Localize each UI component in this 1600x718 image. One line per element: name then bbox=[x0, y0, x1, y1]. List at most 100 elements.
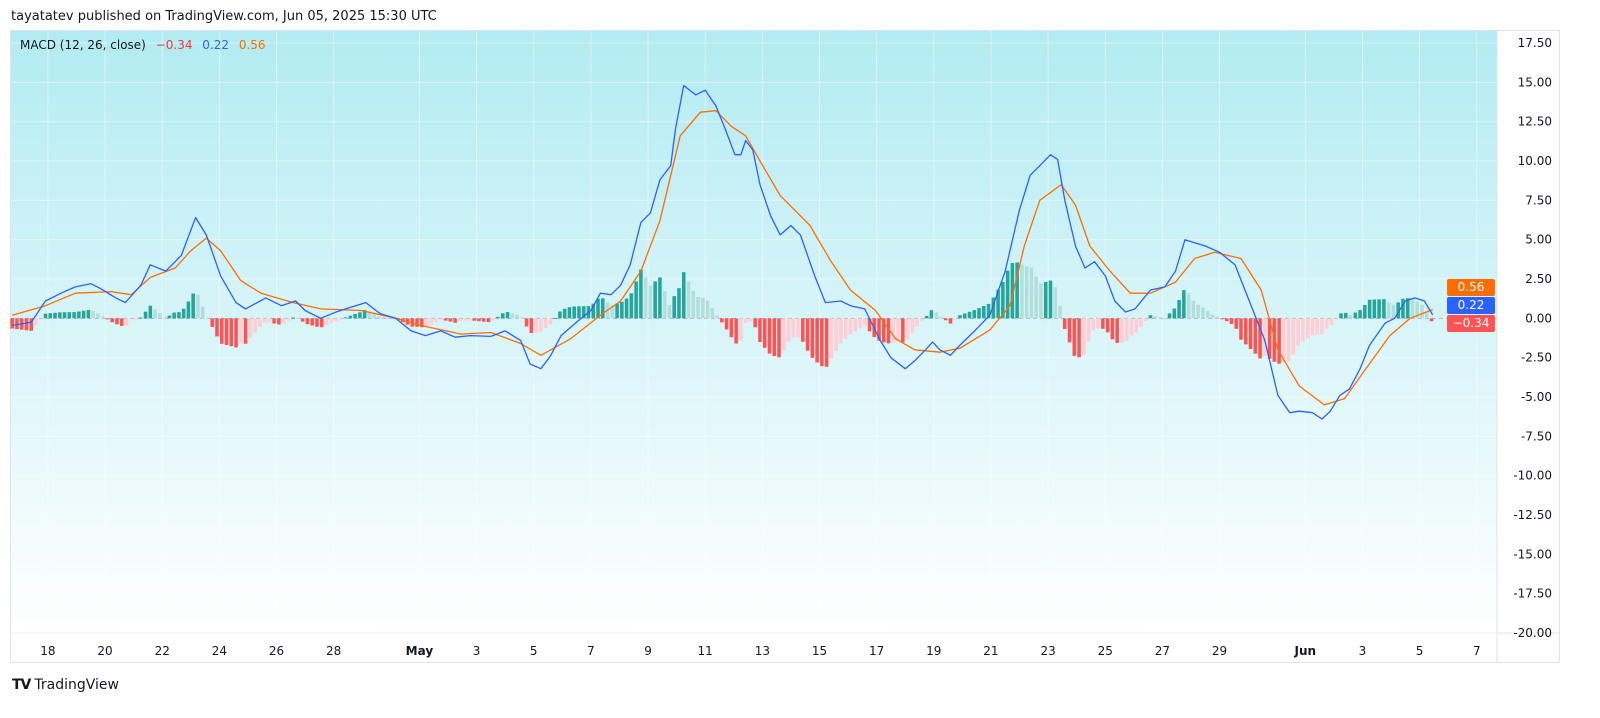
histogram-bar bbox=[1082, 318, 1086, 355]
histogram-bar bbox=[1053, 287, 1058, 319]
histogram-bar bbox=[948, 318, 953, 324]
histogram-bar bbox=[381, 317, 386, 319]
histogram-bar bbox=[1282, 318, 1286, 363]
histogram-bar bbox=[1220, 318, 1224, 320]
histogram-bar bbox=[1263, 318, 1267, 356]
histogram-bar bbox=[1382, 299, 1386, 319]
histogram-bar bbox=[1234, 318, 1239, 329]
x-tick-label: 5 bbox=[530, 644, 538, 658]
histogram-bar bbox=[205, 317, 210, 319]
histogram-bar bbox=[53, 312, 57, 319]
macd-line bbox=[12, 84, 1434, 420]
histogram-bar bbox=[48, 313, 53, 319]
histogram-bar bbox=[310, 318, 315, 326]
histogram-bar bbox=[934, 312, 938, 319]
histogram-bar bbox=[743, 318, 748, 324]
histogram-bar bbox=[781, 318, 786, 351]
histogram-bar bbox=[810, 318, 815, 358]
histogram-bar bbox=[834, 318, 838, 351]
histogram-bar bbox=[662, 291, 667, 319]
x-tick-label: 5 bbox=[1416, 644, 1424, 658]
x-tick-label: 9 bbox=[644, 644, 652, 658]
histogram-bar bbox=[1424, 311, 1429, 319]
histogram-bar bbox=[358, 312, 362, 319]
histogram-bar bbox=[853, 318, 857, 332]
histogram-bar bbox=[1248, 318, 1253, 350]
histogram-bar bbox=[758, 318, 762, 342]
signal-price-badge: 0.56 bbox=[1447, 279, 1495, 296]
histogram-bar bbox=[253, 318, 257, 333]
histogram-bar bbox=[67, 312, 72, 319]
indicator-legend[interactable]: MACD (12, 26, close) −0.34 0.22 0.56 bbox=[20, 38, 272, 52]
histogram-bar bbox=[277, 318, 281, 325]
histogram-bar bbox=[839, 318, 843, 344]
tradingview-logo[interactable]: TV TradingView bbox=[12, 677, 119, 693]
histogram-bar bbox=[553, 317, 557, 319]
histogram-bar bbox=[677, 288, 681, 319]
x-tick-label: 23 bbox=[1040, 644, 1055, 658]
histogram-bar bbox=[1277, 318, 1281, 364]
histogram-bar bbox=[515, 314, 519, 319]
histogram-bar bbox=[1420, 304, 1424, 319]
x-tick-label: 15 bbox=[812, 644, 827, 658]
histogram-bar bbox=[172, 312, 176, 319]
histogram-bar bbox=[672, 296, 677, 319]
x-tick-label: 18 bbox=[40, 644, 55, 658]
histogram-bar bbox=[939, 316, 943, 319]
histogram-bar bbox=[805, 318, 810, 351]
x-tick-label: 24 bbox=[212, 644, 227, 658]
histogram-bar bbox=[448, 318, 453, 322]
histogram-bar bbox=[1343, 312, 1348, 319]
histogram-bar bbox=[1163, 318, 1167, 320]
histogram-bar bbox=[1372, 299, 1377, 319]
histogram-bar bbox=[643, 277, 648, 319]
histogram-bar bbox=[134, 318, 138, 320]
histogram-bar bbox=[1158, 317, 1162, 319]
histogram-bar bbox=[81, 310, 86, 319]
histogram-bar bbox=[624, 298, 629, 319]
histogram-bar bbox=[329, 318, 334, 323]
y-tick-label: 10.00 bbox=[1518, 154, 1552, 168]
histogram-bar bbox=[539, 318, 543, 332]
histogram-bar bbox=[748, 318, 753, 321]
histogram-bar bbox=[1324, 318, 1329, 329]
histogram-bar bbox=[372, 313, 376, 319]
histogram-bar bbox=[724, 318, 729, 330]
histogram-bar bbox=[348, 315, 353, 319]
histogram-bar bbox=[891, 318, 896, 343]
histogram-bar bbox=[58, 312, 62, 319]
histogram-bar bbox=[15, 318, 19, 330]
histogram-bar bbox=[943, 318, 948, 321]
histogram-bar bbox=[219, 318, 224, 344]
histogram-bar bbox=[181, 308, 186, 319]
histogram-bar bbox=[43, 313, 48, 319]
histogram-bar bbox=[86, 309, 91, 319]
histogram-bar bbox=[420, 318, 424, 328]
histogram-bar bbox=[882, 318, 886, 343]
y-tick-label: -2.50 bbox=[1521, 351, 1552, 365]
histogram-bar bbox=[443, 318, 448, 321]
histogram-bar bbox=[272, 318, 276, 324]
histogram-bar bbox=[1205, 310, 1210, 319]
histogram-bar bbox=[439, 318, 443, 320]
indicator-name: MACD (12, 26, close) bbox=[20, 38, 146, 52]
x-tick-label: 17 bbox=[869, 644, 884, 658]
histogram-bar bbox=[620, 301, 624, 319]
histogram-bar bbox=[720, 318, 724, 323]
histogram-bar bbox=[62, 312, 67, 319]
histogram-bar bbox=[1315, 318, 1319, 335]
histogram-bar bbox=[915, 318, 919, 327]
histogram-bar bbox=[639, 269, 643, 319]
histogram-bar bbox=[705, 300, 710, 319]
x-tick-label: 11 bbox=[698, 644, 713, 658]
histogram-bar bbox=[296, 318, 300, 320]
histogram-bar bbox=[367, 311, 372, 319]
histogram-bar bbox=[972, 310, 977, 319]
histogram-bar bbox=[762, 318, 767, 348]
histogram-bar bbox=[472, 318, 476, 321]
histogram-bar bbox=[1258, 318, 1262, 359]
histogram-bar bbox=[562, 308, 567, 319]
histogram-bar bbox=[191, 293, 195, 319]
histogram-bar bbox=[262, 318, 267, 323]
